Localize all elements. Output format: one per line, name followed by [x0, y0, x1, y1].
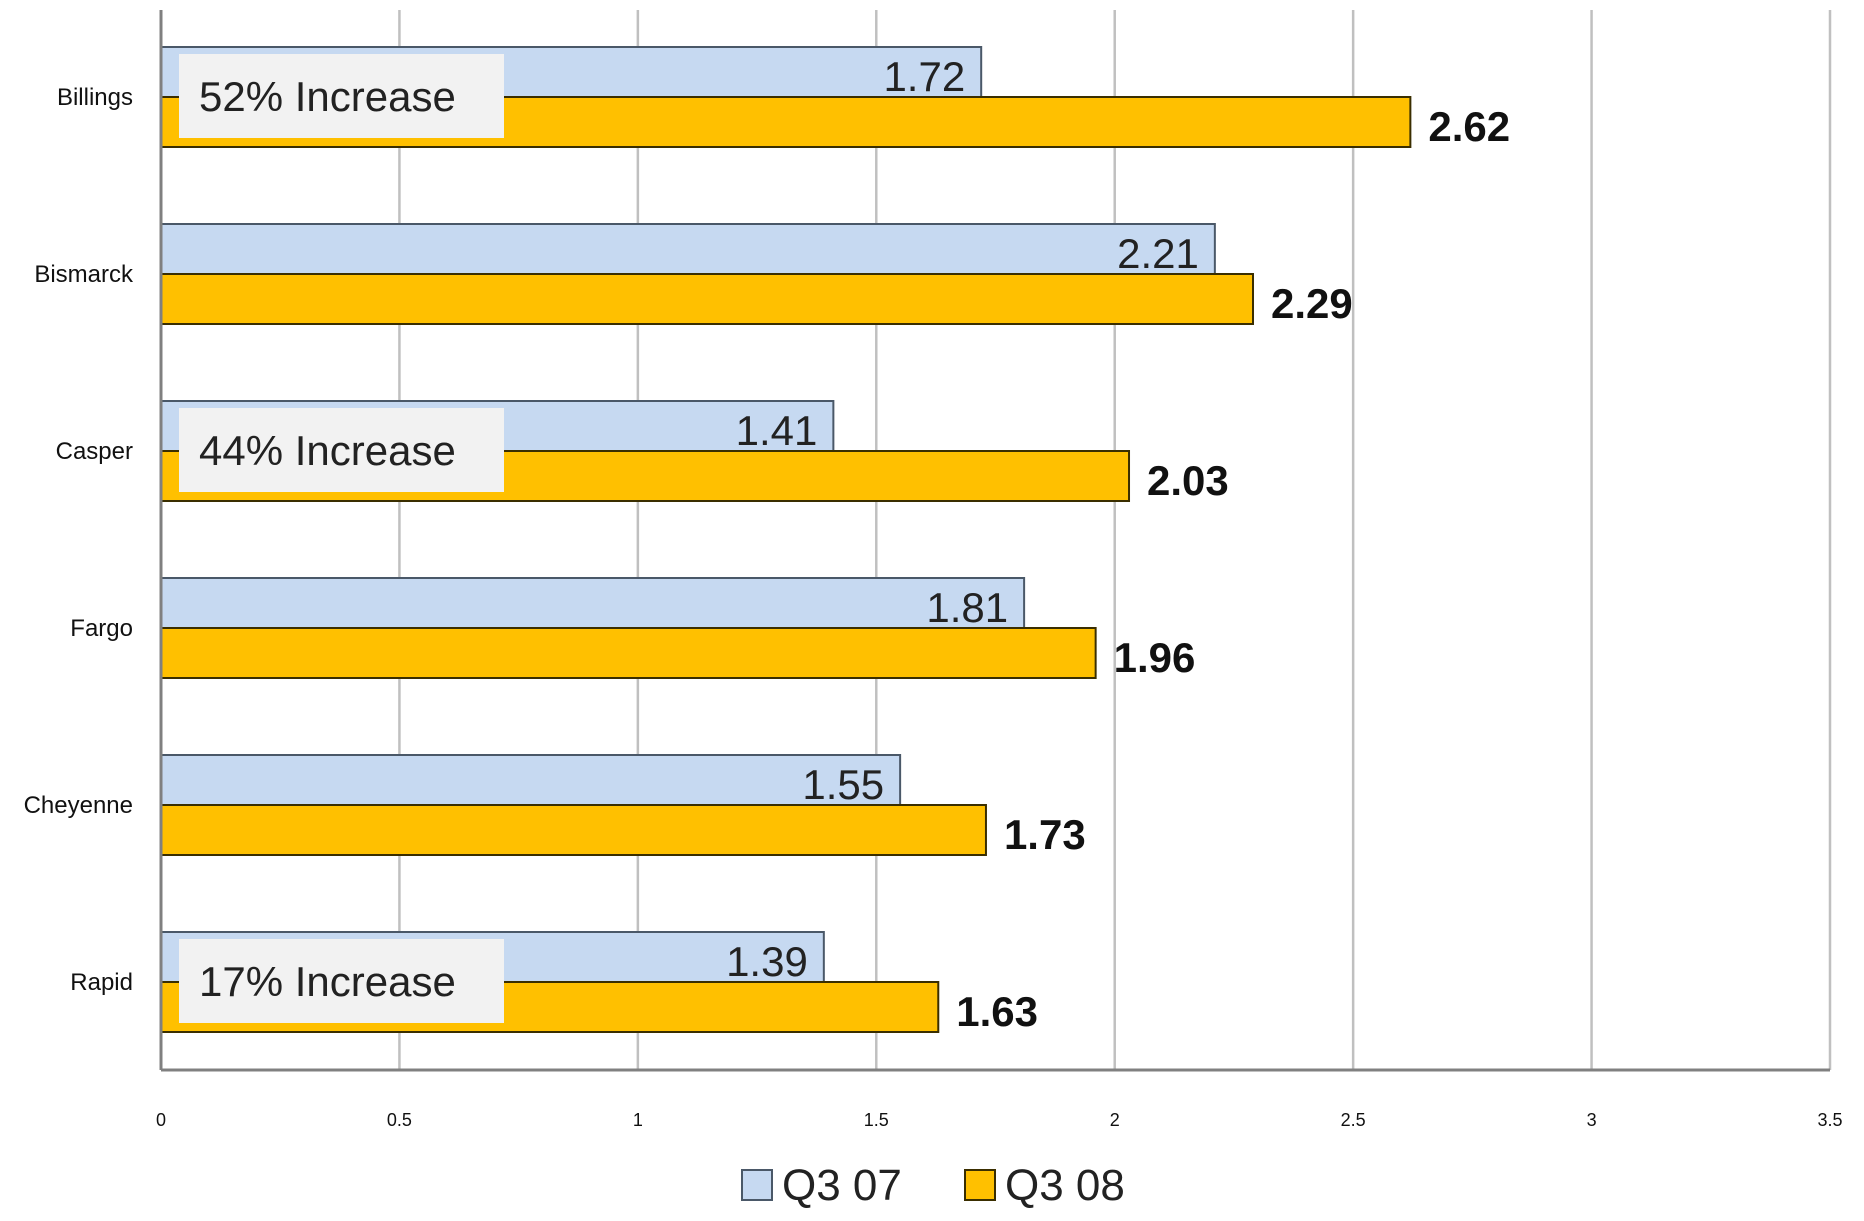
- annotation-text: 52% Increase: [199, 73, 456, 120]
- annotation-casper: 44% Increase: [179, 408, 504, 492]
- legend-item-q3-08: Q3 08: [964, 1161, 1125, 1210]
- x-tick-label-2: 2: [1110, 1110, 1120, 1130]
- category-label-bismarck: Bismarck: [34, 261, 134, 288]
- annotation-box: [179, 54, 504, 138]
- axes: 0 0.5 1 1.5 2 2.5 3 3.5 Billings Bismarck Casper Fa…: [24, 10, 1843, 1130]
- x-tick-label-3-5: 3.5: [1817, 1110, 1842, 1130]
- bar-q3-07-fargo: [160, 577, 1026, 629]
- value-label-q3-08-fargo: 1.96: [1114, 634, 1196, 681]
- x-tick-label-1: 1: [633, 1110, 643, 1130]
- value-label-q3-07-fargo: 1.81: [926, 584, 1008, 631]
- bars: [160, 46, 1412, 1033]
- legend-item-q3-07: Q3 07: [741, 1161, 902, 1210]
- bar-q3-08-fargo: [160, 627, 1097, 679]
- annotations: 52% Increase 44% Increase 17% Increase: [179, 54, 504, 1023]
- annotation-rapid: 17% Increase: [179, 939, 504, 1023]
- value-label-q3-07-bismarck: 2.21: [1117, 230, 1199, 277]
- annotation-text: 44% Increase: [199, 427, 456, 474]
- value-labels: 1.72 2.62 2.21 2.29 1.41 2.03 1.81 1.96 1.55 1.73…: [726, 53, 1510, 1035]
- bar-q3-08-bismarck: [160, 273, 1255, 325]
- x-tick-label-3: 3: [1587, 1110, 1597, 1130]
- value-label-q3-07-billings: 1.72: [883, 53, 965, 100]
- annotation-billings: 52% Increase: [179, 54, 504, 138]
- legend-label-q3-08: Q3 08: [1005, 1161, 1125, 1210]
- category-label-fargo: Fargo: [70, 615, 133, 642]
- bar-q3-07-bismarck: [160, 223, 1216, 275]
- category-label-casper: Casper: [56, 438, 133, 465]
- x-tick-label-1-5: 1.5: [864, 1110, 889, 1130]
- category-label-rapid: Rapid: [70, 969, 133, 996]
- category-label-cheyenne: Cheyenne: [24, 792, 133, 819]
- value-label-q3-08-cheyenne: 1.73: [1004, 811, 1086, 858]
- category-label-billings: Billings: [57, 84, 133, 111]
- legend-swatch-q3-07: [741, 1169, 773, 1201]
- value-label-q3-08-rapid: 1.63: [956, 988, 1038, 1035]
- legend-label-q3-07: Q3 07: [782, 1161, 902, 1210]
- bar-q3-07-cheyenne: [160, 754, 902, 806]
- value-label-q3-08-billings: 2.62: [1428, 103, 1510, 150]
- x-tick-label-0-5: 0.5: [387, 1110, 412, 1130]
- value-label-q3-08-bismarck: 2.29: [1271, 280, 1353, 327]
- legend-swatch-q3-08: [964, 1169, 996, 1201]
- value-label-q3-07-casper: 1.41: [736, 407, 818, 454]
- x-tick-label-0: 0: [156, 1110, 166, 1130]
- grid-lines: [398, 10, 1832, 1070]
- value-label-q3-07-cheyenne: 1.55: [802, 761, 884, 808]
- annotation-box: [179, 408, 504, 492]
- value-label-q3-07-rapid: 1.39: [726, 938, 808, 985]
- value-label-q3-08-casper: 2.03: [1147, 457, 1229, 504]
- bar-q3-08-cheyenne: [160, 804, 987, 856]
- annotation-text: 17% Increase: [199, 958, 456, 1005]
- annotation-box: [179, 939, 504, 1023]
- x-tick-label-2-5: 2.5: [1341, 1110, 1366, 1130]
- legend: Q3 07 Q3 08: [741, 1161, 1125, 1210]
